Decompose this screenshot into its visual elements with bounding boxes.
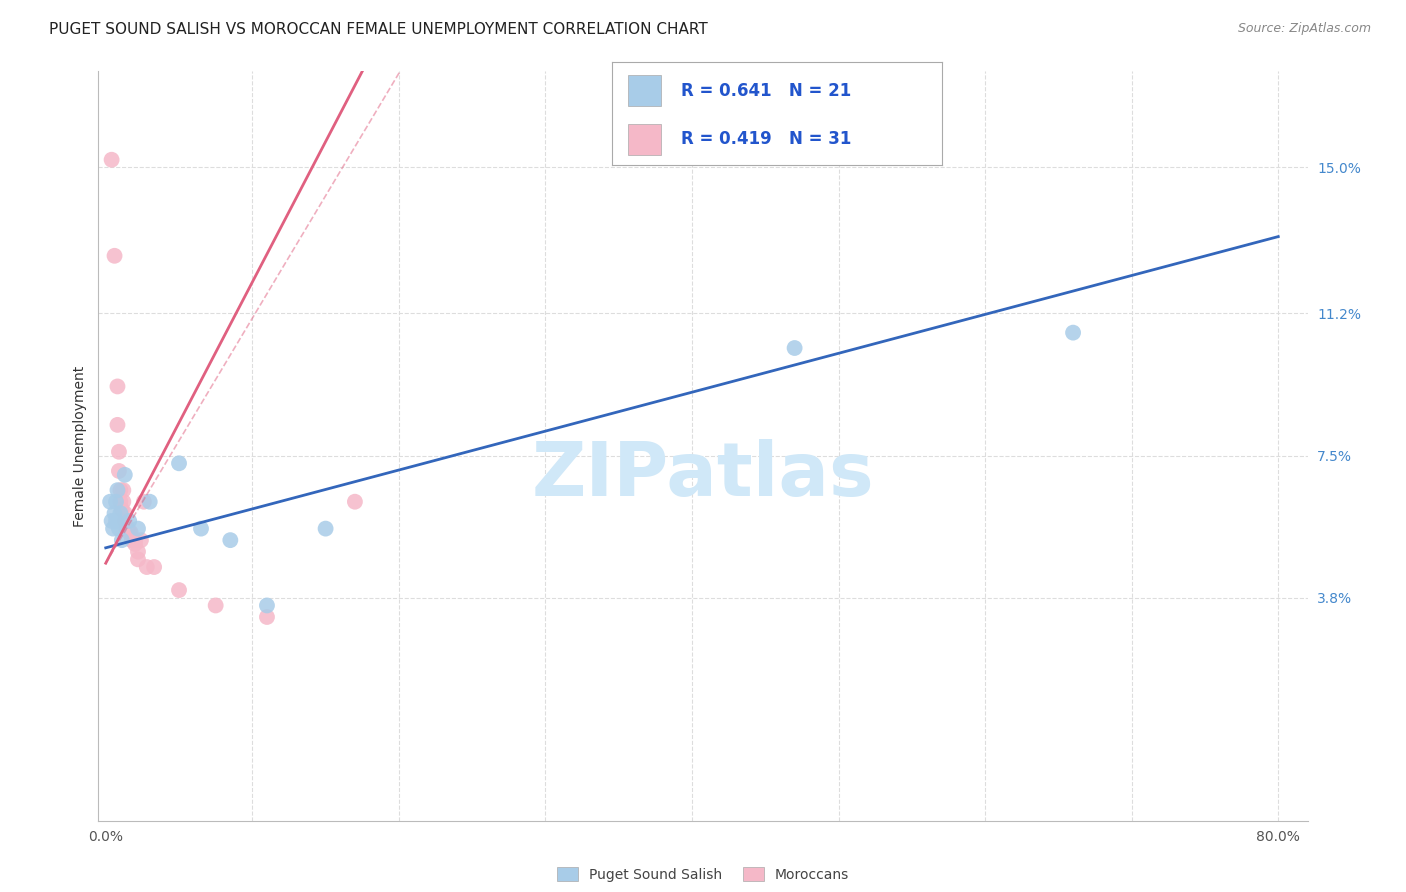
Point <box>135 560 157 574</box>
Point <box>167 456 190 470</box>
Point <box>167 583 190 598</box>
Point <box>105 494 128 508</box>
Point <box>256 610 278 624</box>
Point <box>121 533 143 548</box>
Point <box>118 514 141 528</box>
Text: PUGET SOUND SALISH VS MOROCCAN FEMALE UNEMPLOYMENT CORRELATION CHART: PUGET SOUND SALISH VS MOROCCAN FEMALE UN… <box>49 22 709 37</box>
Text: ZIPatlas: ZIPatlas <box>531 440 875 513</box>
Point <box>112 494 135 508</box>
Text: Source: ZipAtlas.com: Source: ZipAtlas.com <box>1237 22 1371 36</box>
Point <box>204 599 226 613</box>
Point <box>105 514 128 528</box>
Point <box>111 502 134 516</box>
Point <box>107 483 129 498</box>
Point <box>256 599 278 613</box>
Point <box>315 522 337 536</box>
Bar <box>628 75 661 105</box>
Point <box>108 444 131 458</box>
Point <box>127 522 149 536</box>
Point <box>103 506 125 520</box>
Point <box>110 483 132 498</box>
Point <box>783 341 806 355</box>
Point <box>120 525 142 540</box>
Point <box>190 522 212 536</box>
Text: R = 0.641   N = 21: R = 0.641 N = 21 <box>681 82 851 100</box>
Point <box>129 533 152 548</box>
Point <box>143 560 166 574</box>
Point <box>107 417 129 432</box>
Point <box>132 494 155 508</box>
Point <box>107 379 129 393</box>
Point <box>114 467 136 482</box>
Point <box>103 249 125 263</box>
Point <box>110 494 132 508</box>
Point <box>1062 326 1084 340</box>
Legend: Puget Sound Salish, Moroccans: Puget Sound Salish, Moroccans <box>550 860 856 888</box>
Point <box>124 533 146 548</box>
Point <box>219 533 242 548</box>
Point <box>118 525 141 540</box>
Bar <box>628 124 661 155</box>
Point <box>110 506 132 520</box>
Point <box>112 483 135 498</box>
Point <box>117 522 139 536</box>
Point <box>108 522 131 536</box>
Point <box>100 153 122 167</box>
Point <box>114 506 136 520</box>
Point <box>114 514 136 528</box>
Y-axis label: Female Unemployment: Female Unemployment <box>73 366 87 526</box>
Point <box>101 522 124 536</box>
Point <box>127 552 149 566</box>
Text: R = 0.419   N = 31: R = 0.419 N = 31 <box>681 130 852 148</box>
Point <box>124 537 146 551</box>
Point <box>108 464 131 478</box>
Point <box>98 494 121 508</box>
Point <box>100 514 122 528</box>
Point <box>127 544 149 558</box>
Point <box>115 522 138 536</box>
Point <box>138 494 160 508</box>
Point <box>111 533 134 548</box>
Point <box>121 533 143 548</box>
Point <box>343 494 366 508</box>
